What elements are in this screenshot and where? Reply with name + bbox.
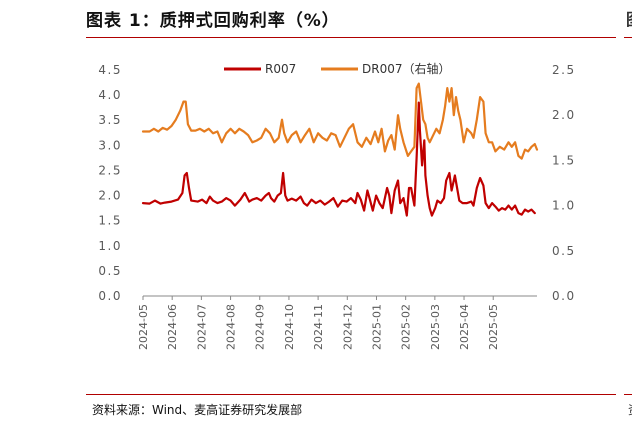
dr007-series-line [141, 82, 539, 160]
y-left-tick-label: 3.0 [98, 138, 122, 152]
clipped-next-footer-divider [624, 394, 632, 395]
y-right-tick-label: 0.0 [552, 289, 576, 303]
y-left-tick-label: 2.0 [98, 189, 122, 203]
x-tick-label: 2024-08 [225, 304, 238, 350]
chart-title: 图表 1：质押式回购利率（%） [86, 11, 340, 31]
y-left-tick-label: 0.5 [98, 264, 122, 278]
r007-series-line [141, 101, 536, 217]
y-right-tick-label: 2.5 [552, 63, 576, 77]
x-tick-label: 2024-09 [254, 304, 267, 350]
x-tick-label: 2025-03 [429, 304, 442, 350]
y-left-tick-label: 4.0 [98, 88, 122, 102]
x-tick-label: 2025-02 [400, 304, 413, 350]
clipped-next-title: 图 [626, 6, 632, 30]
clipped-next-divider [624, 37, 632, 38]
x-tick-label: 2025-01 [370, 304, 383, 350]
rate-line-chart: 0.0 0.5 1.0 1.5 2.0 2.5 3.0 3.5 4.0 4.5 0.0 0.5 1.0 1… [98, 61, 576, 350]
y-right-tick-label: 0.5 [552, 244, 576, 258]
title-divider [86, 37, 616, 38]
y-left-tick-label: 3.5 [98, 113, 122, 127]
y-left-tick-label: 1.5 [98, 214, 122, 228]
y-left-tick-label: 0.0 [98, 289, 122, 303]
legend-dr007-label: DR007（右轴） [362, 61, 450, 76]
x-tick-label: 2024-05 [137, 304, 150, 350]
source-note: 资料来源：Wind、麦高证券研究发展部 [92, 403, 303, 417]
y-left-tick-label: 1.0 [98, 239, 122, 253]
clipped-next-source: 资 [628, 401, 632, 418]
y-right-tick-label: 2.0 [552, 108, 576, 122]
x-tick-label: 2024-11 [312, 304, 325, 350]
y-right-tick-label: 1.5 [552, 153, 576, 167]
x-tick-label: 2024-10 [283, 304, 296, 350]
x-tick-label: 2024-07 [195, 304, 208, 350]
x-tick-label: 2024-12 [341, 304, 354, 350]
footer-divider [86, 394, 616, 395]
x-tick-label: 2025-04 [458, 304, 471, 350]
x-tick-label: 2025-05 [487, 304, 500, 350]
legend-r007-label: R007 [265, 62, 296, 76]
y-right-tick-label: 1.0 [552, 199, 576, 213]
y-left-tick-label: 2.5 [98, 163, 122, 177]
y-left-tick-label: 4.5 [98, 63, 122, 77]
x-tick-label: 2024-06 [166, 304, 179, 350]
